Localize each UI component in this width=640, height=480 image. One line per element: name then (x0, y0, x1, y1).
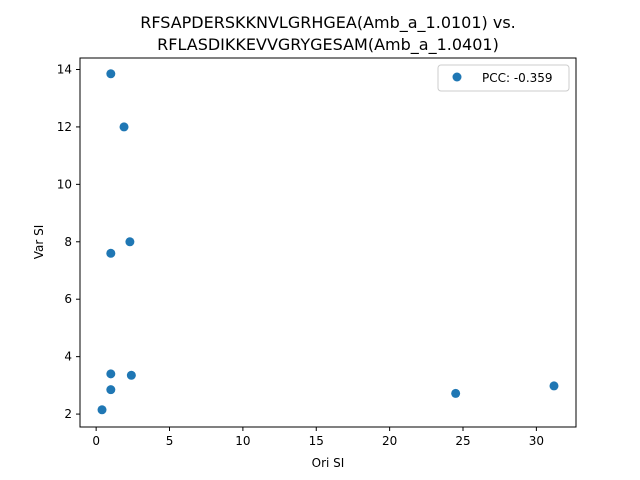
y-tick-label: 12 (57, 120, 72, 134)
data-point (106, 369, 116, 379)
x-axis-label: Ori SI (312, 456, 345, 470)
data-point (451, 388, 461, 398)
legend-label: PCC: -0.359 (482, 71, 553, 85)
chart-title-line-1: RFSAPDERSKKNVLGRHGEA(Amb_a_1.0101) vs. (140, 13, 516, 33)
y-tick-label: 2 (64, 407, 72, 421)
y-tick-label: 14 (57, 62, 72, 76)
chart-title-line-2: RFLASDIKKEVVGRYGESAM(Amb_a_1.0401) (157, 35, 499, 55)
legend-marker (452, 72, 462, 82)
x-tick-label: 0 (92, 434, 100, 448)
y-tick-label: 6 (64, 292, 72, 306)
points-layer (97, 69, 559, 415)
data-point (126, 370, 136, 380)
y-tick-label: 8 (64, 235, 72, 249)
x-tick-label: 15 (309, 434, 324, 448)
legend: PCC: -0.359 (437, 64, 570, 92)
data-point (106, 385, 116, 395)
x-tick-label: 30 (529, 434, 544, 448)
y-tick-label: 4 (64, 350, 72, 364)
legend-box (437, 64, 570, 92)
y-axis-label: Var SI (32, 225, 46, 260)
data-point (106, 248, 116, 258)
ticks-layer: 0 5 10 15 20 25 30 2 4 6 8 10 12 14 (57, 62, 544, 448)
data-point (119, 122, 129, 132)
data-point (97, 405, 107, 415)
data-point (549, 381, 559, 391)
x-tick-label: 20 (382, 434, 397, 448)
x-tick-label: 10 (235, 434, 250, 448)
x-tick-label: 5 (166, 434, 174, 448)
plot-frame (79, 57, 577, 428)
data-point (106, 69, 116, 79)
x-tick-label: 25 (455, 434, 470, 448)
data-point (125, 237, 135, 247)
y-tick-label: 10 (57, 177, 72, 191)
